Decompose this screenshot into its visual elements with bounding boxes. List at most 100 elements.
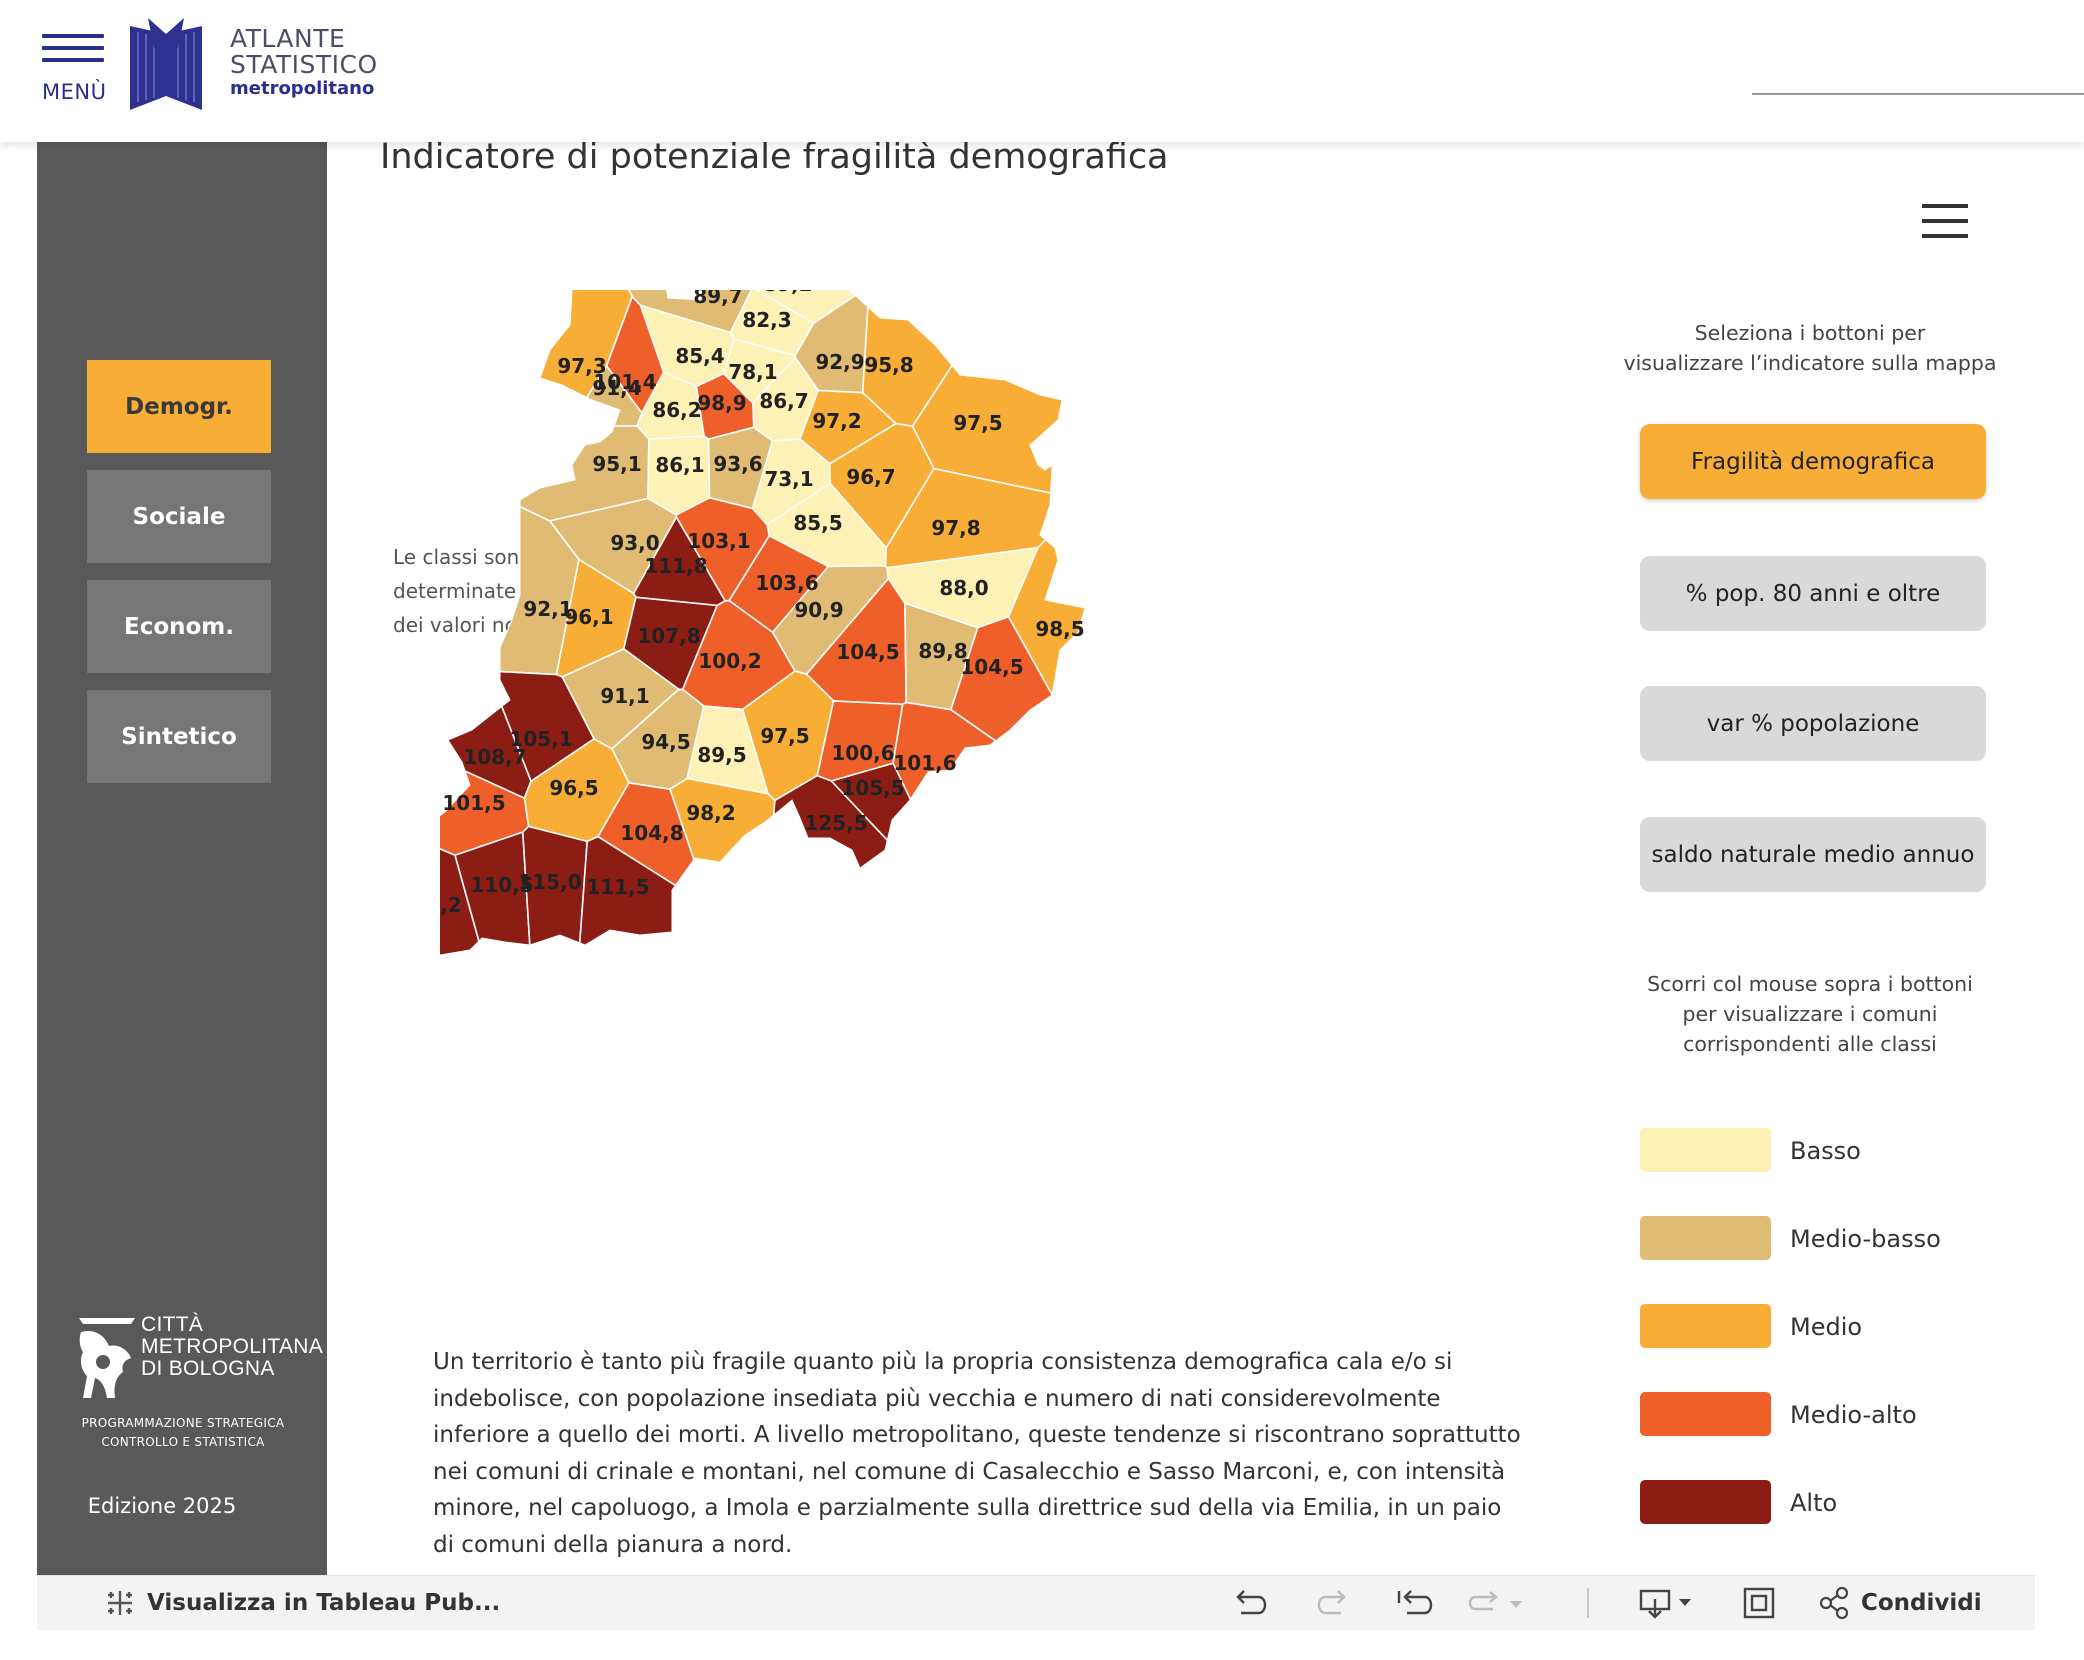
municipality-area[interactable] (440, 846, 570, 1300)
municipality-value-label: 101,6 (893, 751, 956, 775)
municipality-value-label: 89,7 (693, 290, 742, 308)
municipality-value-label: 103,1 (687, 529, 750, 553)
tableau-logo-icon (108, 1591, 132, 1615)
chevron-down-icon (1679, 1599, 1691, 1606)
atlas-logo-icon[interactable] (128, 18, 204, 110)
legend-swatch (1640, 1216, 1771, 1260)
municipality-value-label: 100,2 (698, 649, 761, 673)
btn-var-popolazione[interactable]: var % popolazione (1640, 686, 1986, 761)
select-instructions: Seleziona i bottoni per visualizzare l’i… (1623, 321, 1997, 375)
sidebar: Demogr. Sociale Econom. Sintetico CITTÀ … (37, 142, 327, 1575)
legend-item-medio-basso[interactable]: Medio-basso (1640, 1216, 2000, 1262)
municipality-value-label: 86,7 (759, 389, 808, 413)
municipality-value-label: 86,2 (652, 398, 701, 422)
sidebar-item-sociale[interactable]: Sociale (87, 470, 271, 563)
municipality-area[interactable] (760, 774, 1262, 1300)
legend-item-medio[interactable]: Medio (1640, 1304, 2000, 1350)
fullscreen-button[interactable] (1741, 1576, 1777, 1630)
municipality-value-label: 89,2 (763, 290, 812, 296)
btn-saldo-naturale[interactable]: saldo naturale medio annuo (1640, 817, 1986, 892)
municipality-value-label: 91,4 (592, 376, 641, 400)
municipality-value-label: 89,8 (918, 639, 967, 663)
municipality-value-label: 92,1 (523, 597, 572, 621)
legend-swatch (1640, 1304, 1771, 1348)
legend-item-medio-alto[interactable]: Medio-alto (1640, 1392, 2000, 1438)
revert-icon (1397, 1590, 1433, 1615)
redo-button[interactable] (1315, 1576, 1351, 1630)
btn-fragilita-demografica[interactable]: Fragilità demografica (1640, 424, 1986, 499)
chevron-down-icon (1510, 1601, 1522, 1608)
municipality-area[interactable] (454, 831, 546, 1177)
municipality-value-label: 98,2 (686, 801, 735, 825)
menu-icon (42, 34, 104, 38)
municipality-value-label: 97,8 (931, 516, 980, 540)
fullscreen-icon (1743, 1587, 1775, 1619)
sidebar-item-sintetico[interactable]: Sintetico (87, 690, 271, 783)
legend-swatch (1640, 1480, 1771, 1524)
edition-label: Edizione 2025 (87, 1494, 237, 1518)
municipality-value-label: 104,5 (960, 655, 1023, 679)
municipality-value-label: 93,0 (610, 531, 659, 555)
hover-instructions: Scorri col mouse sopra i bottoni per vis… (1647, 972, 1973, 1056)
view-in-tableau-public-link[interactable]: Visualizza in Tableau Pub... (103, 1576, 500, 1630)
municipality-value-label: 115,0 (518, 870, 581, 894)
options-menu-icon[interactable] (1922, 204, 1968, 240)
menu-button[interactable]: MENÙ (40, 30, 108, 108)
tableau-toolbar: Visualizza in Tableau Pub... (37, 1575, 2035, 1630)
municipality-value-label: 82,3 (742, 308, 791, 332)
btn-pop-80-anni[interactable]: % pop. 80 anni e oltre (1640, 556, 1986, 631)
lion-crest-icon (79, 1318, 135, 1398)
municipality-value-label: 101,5 (442, 791, 505, 815)
municipality-value-label: 91,1 (600, 684, 649, 708)
municipality-value-label: 90,9 (794, 598, 843, 622)
municipality-value-label: 95,1 (592, 452, 641, 476)
municipality-value-label: 111,8 (644, 554, 707, 578)
municipality-area[interactable] (892, 701, 1470, 1301)
legend-swatch (1640, 1392, 1771, 1436)
municipality-value-label: 93,6 (713, 452, 762, 476)
legend-item-basso[interactable]: Basso (1640, 1128, 2000, 1174)
municipality-value-label: 92,9 (815, 350, 864, 374)
legend-item-alto[interactable]: Alto (1640, 1480, 2000, 1526)
municipality-value-label: 100,6 (831, 741, 894, 765)
municipality-value-label: 97,5 (760, 724, 809, 748)
menu-label: MENÙ (42, 80, 107, 104)
org-logo[interactable]: CITTÀ METROPOLITANA DI BOLOGNA PROGRAMMA… (73, 1314, 323, 1464)
revert-button[interactable] (1395, 1576, 1433, 1630)
undo-icon (1236, 1590, 1267, 1615)
municipality-area[interactable] (521, 825, 589, 1246)
share-icon (1819, 1586, 1849, 1620)
municipality-value-label: 104,8 (620, 821, 683, 845)
municipality-value-label: 108,7 (463, 745, 526, 769)
municipality-value-label: 85,5 (793, 511, 842, 535)
municipality-value-label: 104,5 (836, 640, 899, 664)
municipality-area[interactable] (1007, 321, 1471, 1238)
download-button[interactable] (1637, 1576, 1703, 1630)
municipality-value-label: 101,4 (593, 370, 656, 394)
refresh-icon (1468, 1591, 1522, 1611)
municipality-value-label: 103,6 (755, 571, 818, 595)
refresh-button[interactable] (1465, 1576, 1525, 1630)
municipality-value-label: 86,1 (655, 453, 704, 477)
undo-button[interactable] (1231, 1576, 1267, 1630)
sidebar-item-demogr[interactable]: Demogr. (87, 360, 271, 453)
description-text: Un territorio è tanto più fragile quanto… (433, 1349, 1521, 1558)
municipality-value-label: 98,9 (697, 391, 746, 415)
share-button[interactable]: Condividi (1817, 1576, 1982, 1630)
municipality-value-label: 97,5 (953, 411, 1002, 435)
sidebar-item-econom[interactable]: Econom. (87, 580, 271, 673)
municipality-value-label: 125,5 (804, 811, 867, 835)
municipality-area[interactable] (911, 290, 1471, 501)
municipality-value-label: 85,4 (675, 344, 724, 368)
atlas-logo-text[interactable]: ATLANTE STATISTICO metropolitano (230, 24, 378, 100)
download-icon (1639, 1589, 1691, 1619)
choropleth-map[interactable]: 91,489,789,282,397,3101,485,478,192,995,… (440, 290, 1470, 1300)
municipality-value-label: 78,1 (728, 360, 777, 384)
municipality-area[interactable] (556, 835, 877, 1300)
map-outline (440, 290, 1086, 956)
municipality-value-label: 98,5 (1035, 617, 1084, 641)
municipality-value-label: 110,5 (470, 873, 533, 897)
municipality-value-label: 105,5 (841, 776, 904, 800)
municipality-value-label: 97,2 (812, 409, 861, 433)
municipality-value-label: 107,8 (637, 624, 700, 648)
